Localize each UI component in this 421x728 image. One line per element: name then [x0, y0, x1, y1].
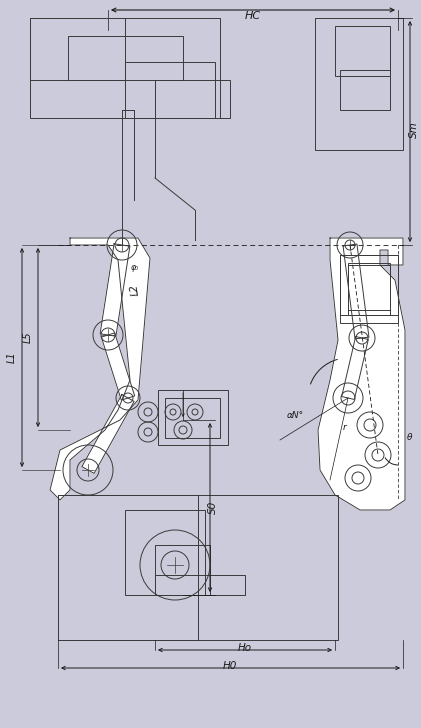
Text: θ: θ [407, 432, 413, 441]
Polygon shape [342, 336, 368, 400]
Text: r: r [343, 424, 347, 432]
Text: αN°: αN° [286, 411, 304, 419]
Polygon shape [100, 244, 130, 336]
Bar [158, 390, 228, 445]
Bar [335, 26, 390, 76]
Polygon shape [101, 333, 135, 400]
Text: L2: L2 [129, 283, 141, 296]
Bar [30, 18, 125, 80]
Polygon shape [343, 244, 369, 339]
Text: φ₀: φ₀ [131, 264, 139, 272]
Bar [30, 18, 220, 118]
Bar [155, 545, 210, 595]
Text: L1: L1 [7, 351, 17, 363]
Bar [125, 62, 215, 118]
Text: H0: H0 [223, 661, 237, 671]
Text: Ho: Ho [238, 643, 252, 653]
Bar [58, 495, 338, 640]
Polygon shape [82, 395, 134, 473]
Text: HC: HC [245, 11, 261, 21]
Bar [315, 18, 403, 150]
Bar [125, 510, 205, 595]
Bar [340, 70, 390, 110]
Polygon shape [318, 238, 405, 510]
Polygon shape [50, 238, 150, 500]
Text: S0: S0 [208, 500, 218, 514]
Text: Sm: Sm [409, 122, 419, 138]
Bar [340, 255, 398, 315]
Bar [340, 255, 398, 323]
Bar [155, 575, 245, 595]
Bar [58, 495, 198, 640]
Bar [165, 398, 220, 438]
Bar [348, 265, 390, 310]
Bar [68, 36, 183, 80]
Text: L5: L5 [23, 331, 33, 343]
Bar [155, 80, 230, 118]
Bar [348, 263, 390, 315]
